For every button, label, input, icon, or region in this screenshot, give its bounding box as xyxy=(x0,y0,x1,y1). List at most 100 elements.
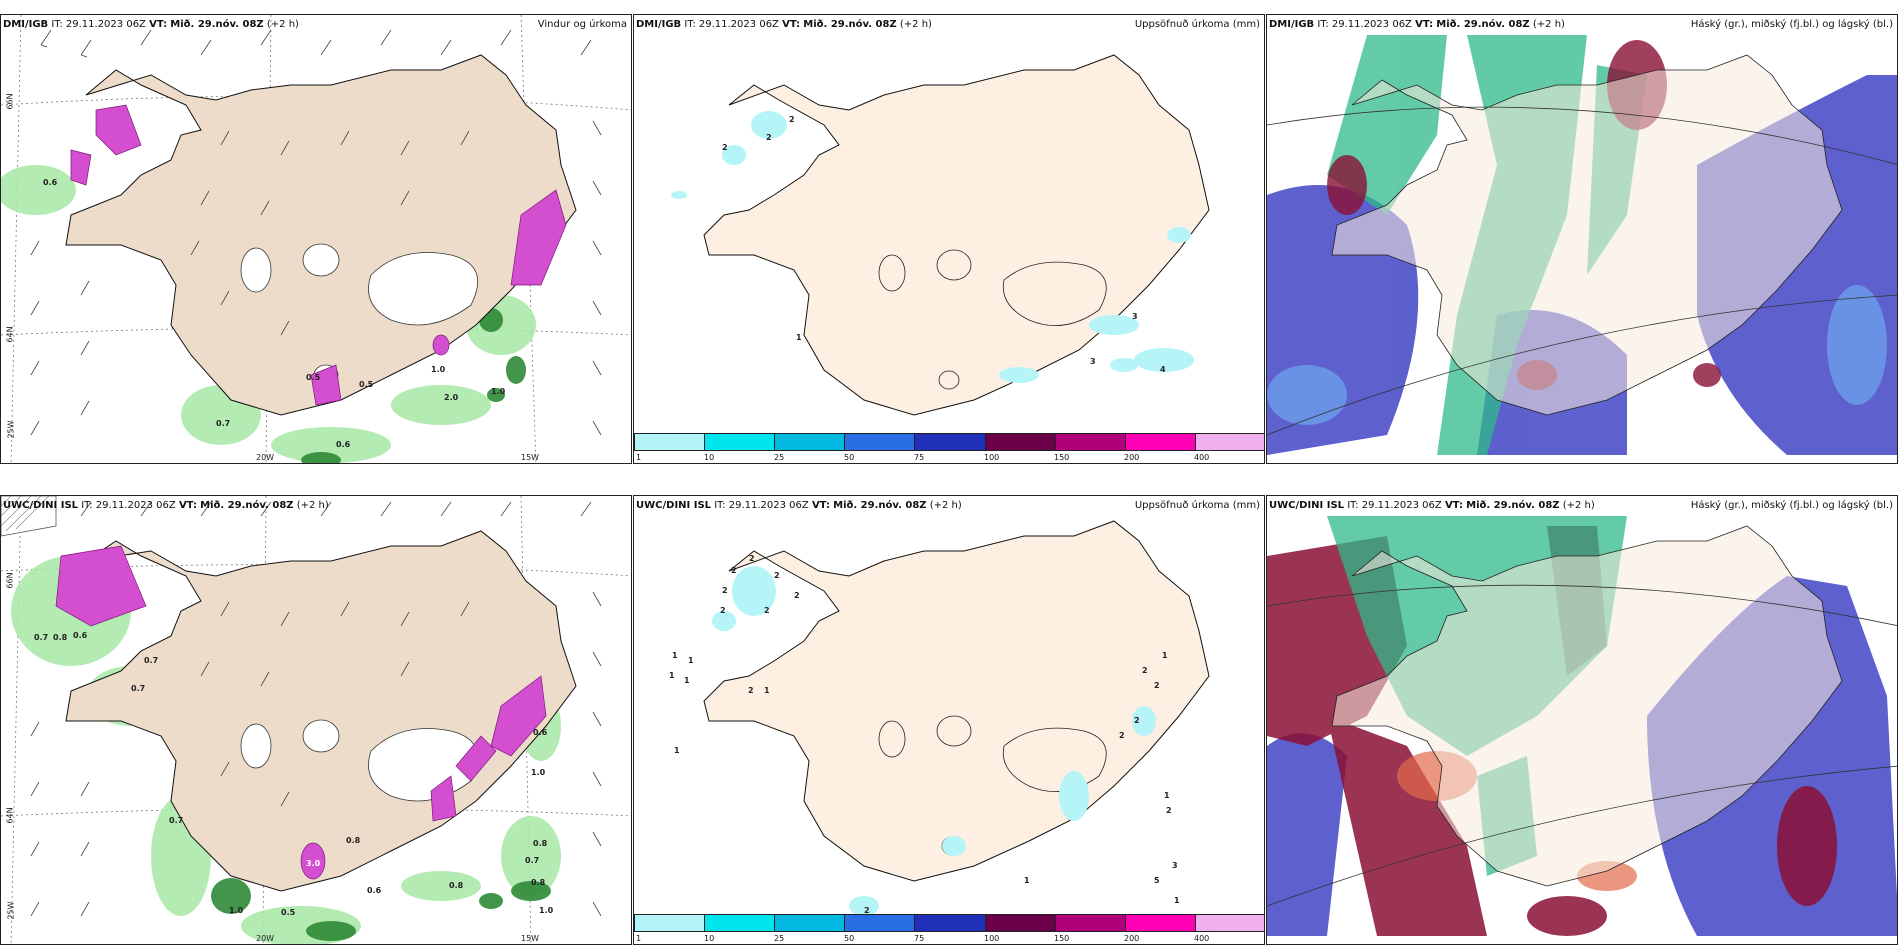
accum-value: 1 xyxy=(1174,896,1180,905)
vt-label: VT: xyxy=(1415,19,1434,30)
colorbar xyxy=(634,433,1264,451)
precip-value: 1.0 xyxy=(531,768,546,777)
precip-value: 3.0 xyxy=(306,859,321,868)
accum-value: 2 xyxy=(766,133,772,142)
colorbar-swatch xyxy=(1125,915,1196,931)
colorbar-tick: 200 xyxy=(1124,934,1140,943)
precip-magenta xyxy=(70,104,567,406)
precip-value: 0.7 xyxy=(525,856,540,865)
panel-uwc-wind-precip: UWC/DINI ISL IT: 29.11.2023 06Z VT: Mið.… xyxy=(0,495,632,945)
precip-value: 0.5 xyxy=(306,373,321,382)
colorbar-tick: 400 xyxy=(1194,453,1210,462)
it-value: 29.11.2023 06Z xyxy=(65,19,146,30)
it-value: 29.11.2023 06Z xyxy=(698,19,779,30)
colorbar-tick: 1 xyxy=(636,934,642,943)
it-value: 29.11.2023 06Z xyxy=(1331,19,1412,30)
accum-value: 1 xyxy=(684,676,690,685)
precip-value: 0.7 xyxy=(131,684,146,693)
iceland-land xyxy=(703,54,1210,416)
colorbar-tick: 50 xyxy=(844,453,855,462)
panel-header: UWC/DINI ISL IT: 29.11.2023 06Z VT: Mið.… xyxy=(1269,500,1595,511)
vt-value: Mið. 29.nóv. 08Z xyxy=(1466,500,1560,511)
colorbar-tick: 75 xyxy=(914,934,925,943)
panel-header: DMI/IGB IT: 29.11.2023 06Z VT: Mið. 29.n… xyxy=(636,19,932,30)
panel-title: Uppsöfnuð úrkoma (mm) xyxy=(1134,500,1260,511)
precip-value: 0.6 xyxy=(43,178,58,187)
precip-value: 0.8 xyxy=(346,836,361,845)
lon-label-15: 15W xyxy=(521,453,540,462)
precip-cyan xyxy=(712,566,1156,916)
vt-label: VT: xyxy=(149,19,168,30)
iceland-land xyxy=(65,54,577,416)
precip-value: 1.0 xyxy=(539,906,554,915)
source-label: UWC/DINI ISL xyxy=(636,500,712,511)
colorbar-swatch xyxy=(985,434,1056,450)
source-label: UWC/DINI ISL xyxy=(1269,500,1345,511)
map-clouds-bottom xyxy=(1267,516,1897,944)
it-label: IT: xyxy=(81,500,93,511)
colorbar-tick: 10 xyxy=(704,934,715,943)
map-accum-top xyxy=(671,54,1210,416)
accum-value: 1 xyxy=(674,746,680,755)
precip-value: 0.5 xyxy=(359,380,374,389)
accum-value: 2 xyxy=(748,686,754,695)
panel-header: UWC/DINI ISL IT: 29.11.2023 06Z VT: Mið.… xyxy=(636,500,962,511)
vt-label: VT: xyxy=(811,500,830,511)
lead-time: (+2 h) xyxy=(266,19,299,30)
colorbar-tick: 150 xyxy=(1054,934,1070,943)
map-accum-bottom xyxy=(703,520,1210,916)
colorbar-swatch xyxy=(915,434,986,450)
colorbar-swatch xyxy=(985,915,1056,931)
panel-header: UWC/DINI ISL IT: 29.11.2023 06Z VT: Mið.… xyxy=(3,500,329,511)
colorbar-swatch xyxy=(635,434,706,450)
accum-value: 2 xyxy=(774,571,780,580)
it-value: 29.11.2023 06Z xyxy=(728,500,809,511)
accum-value: 1 xyxy=(1162,651,1168,660)
map-wind-precip-bottom xyxy=(1,496,631,944)
accum-value: 5 xyxy=(1154,876,1160,885)
accum-value: 2 xyxy=(720,606,726,615)
panel-dmi-clouds: DMI/IGB IT: 29.11.2023 06Z VT: Mið. 29.n… xyxy=(1266,14,1898,464)
accum-value: 3 xyxy=(1132,312,1138,321)
lat-label-66: 66N xyxy=(5,572,15,589)
panel-title: Uppsöfnuð úrkoma (mm) xyxy=(1134,19,1260,30)
vt-label: VT: xyxy=(178,500,197,511)
vt-value: Mið. 29.nóv. 08Z xyxy=(1436,19,1530,30)
wind-barbs xyxy=(30,29,602,436)
colorbar-tick: 25 xyxy=(774,453,785,462)
lon-label-25: 25W xyxy=(6,901,16,920)
accum-value: 2 xyxy=(1134,716,1140,725)
precip-value: 2.0 xyxy=(444,393,459,402)
precip-value: 0.7 xyxy=(169,816,184,825)
accum-value: 1 xyxy=(688,656,694,665)
colorbar-swatch xyxy=(705,434,776,450)
colorbar-swatch xyxy=(775,915,846,931)
precip-value: 0.8 xyxy=(533,839,548,848)
lead-time: (+2 h) xyxy=(1562,500,1595,511)
colorbar-swatch xyxy=(1055,434,1126,450)
precip-value: 1.0 xyxy=(229,906,244,915)
source-label: UWC/DINI ISL xyxy=(3,500,79,511)
it-label: IT: xyxy=(1347,500,1359,511)
accum-value: 4 xyxy=(1160,365,1166,374)
accum-value: 2 xyxy=(1166,806,1172,815)
lead-time: (+2 h) xyxy=(899,19,932,30)
map-clouds-top xyxy=(1267,35,1897,463)
accum-value: 2 xyxy=(864,906,870,915)
precip-value: 0.7 xyxy=(216,419,231,428)
accum-value: 1 xyxy=(764,686,770,695)
lat-label-64: 64N xyxy=(5,326,15,343)
it-label: IT: xyxy=(51,19,63,30)
colorbar-tick: 100 xyxy=(984,453,1000,462)
colorbar-swatch xyxy=(1125,434,1196,450)
panel-title: Vindur og úrkoma xyxy=(537,19,627,30)
precip-value: 0.7 xyxy=(34,633,49,642)
accum-value: 1 xyxy=(669,671,675,680)
colorbar-swatch xyxy=(915,915,986,931)
wind-barbs xyxy=(30,501,602,917)
panel-dmi-accum: DMI/IGB IT: 29.11.2023 06Z VT: Mið. 29.n… xyxy=(633,14,1265,464)
accum-value: 3 xyxy=(1090,357,1096,366)
precip-value: 0.6 xyxy=(533,728,548,737)
accum-value: 3 xyxy=(1172,861,1178,870)
lon-label-15: 15W xyxy=(521,934,540,943)
